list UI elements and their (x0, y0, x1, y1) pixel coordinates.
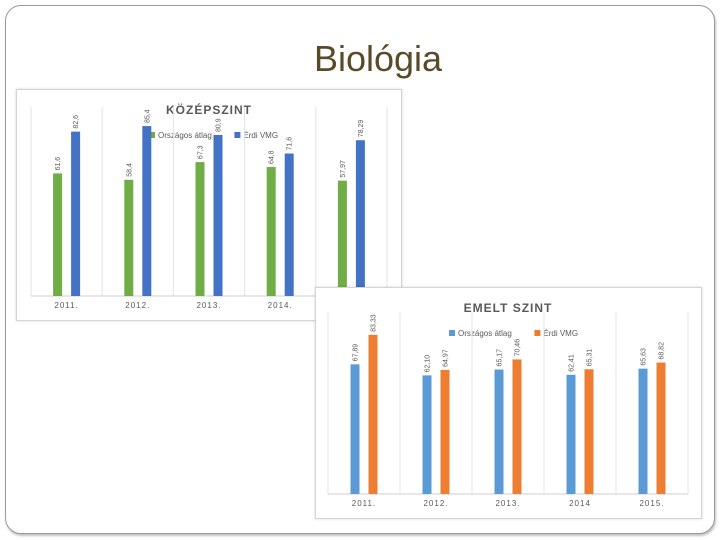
emelt-data-label-1-3: 65,31 (587, 349, 594, 367)
kozepszint-legend-swatch-1 (234, 132, 241, 138)
emelt-data-label-0-0: 67,89 (353, 344, 360, 362)
emelt-bar-1-3 (584, 369, 594, 494)
kozepszint-tick-label-3: 2014. (268, 301, 293, 310)
kozepszint-data-label-0-1: 58,4 (126, 163, 133, 177)
kozepszint-bar-1-4 (355, 140, 365, 296)
kozepszint-bar-0-2 (195, 162, 205, 296)
emelt-bar-1-2 (512, 359, 522, 494)
chart-kozepszint: KÖZÉPSZINT Országos átlag Érdi VMG 61,6 82,6… (16, 89, 402, 321)
emelt-bar-0-1 (422, 375, 432, 494)
emelt-bar-1-1 (440, 369, 450, 494)
kozepszint-legend-label-0: Országos átlag (158, 131, 212, 140)
emelt-bar-0-4 (638, 368, 648, 494)
kozepszint-bar-1-1 (142, 126, 152, 296)
emelt-data-label-1-4: 68,82 (659, 342, 666, 360)
kozepszint-data-label-1-1: 85,4 (144, 109, 151, 123)
kozepszint-data-label-1-4: 78,29 (358, 120, 365, 138)
emelt-bar-1-4 (656, 362, 666, 494)
chart-kozepszint-svg: KÖZÉPSZINT Országos átlag Érdi VMG 61,6 82,6… (30, 102, 388, 310)
emelt-data-label-0-2: 65,17 (497, 349, 504, 367)
kozepszint-data-label-0-0: 61,6 (55, 157, 62, 171)
emelt-data-label-1-0: 83,33 (371, 314, 378, 332)
emelt-legend-label-0: Országos átlag (458, 329, 512, 338)
emelt-tick-label-0: 2011. (352, 499, 376, 508)
kozepszint-data-label-1-2: 80,9 (216, 118, 223, 132)
kozepszint-data-label-0-3: 64,8 (269, 150, 276, 164)
emelt-data-label-0-1: 62,10 (425, 355, 432, 373)
emelt-tick-label-1: 2012. (423, 499, 448, 508)
chart-emelt-szint-svg: EMELT SZINT Országos átlag Érdi VMG 67,89 83… (327, 301, 689, 508)
kozepszint-data-label-1-3: 71,6 (287, 137, 294, 151)
emelt-bar-0-0 (350, 364, 360, 494)
emelt-tick-label-3: 2014 (569, 499, 591, 508)
kozepszint-bar-0-0 (53, 173, 63, 296)
chart-emelt-szint: EMELT SZINT Országos átlag Érdi VMG 67,89 83… (315, 287, 702, 519)
kozepszint-tick-label-1: 2012. (125, 301, 150, 310)
kozepszint-legend-swatch-0 (149, 132, 155, 138)
kozepszint-legend-label-1: Érdi VMG (243, 131, 278, 140)
kozepszint-data-label-0-4: 57,97 (340, 160, 347, 178)
emelt-tick-label-2: 2013. (495, 499, 520, 508)
emelt-data-label-1-1: 64,97 (443, 349, 450, 367)
kozepszint-data-label-0-2: 67,3 (198, 145, 205, 159)
kozepszint-bar-1-0 (71, 131, 81, 296)
kozepszint-data-label-1-0: 82,6 (73, 115, 80, 129)
kozepszint-bar-0-3 (266, 167, 276, 296)
kozepszint-bar-1-3 (284, 153, 294, 296)
kozepszint-bar-0-1 (124, 179, 134, 296)
emelt-title: EMELT SZINT (464, 301, 553, 315)
emelt-bar-0-3 (566, 374, 576, 494)
emelt-bar-0-2 (494, 369, 504, 494)
emelt-legend-swatch-0 (449, 330, 455, 336)
emelt-data-label-0-4: 65,63 (641, 348, 648, 366)
emelt-legend-label-1: Érdi VMG (543, 329, 578, 338)
emelt-tick-label-4: 2015. (639, 499, 664, 508)
kozepszint-bar-0-4 (337, 180, 347, 296)
kozepszint-bar-1-2 (213, 135, 223, 296)
kozepszint-tick-label-0: 2011. (54, 301, 78, 310)
emelt-bar-1-0 (368, 334, 378, 494)
kozepszint-tick-label-2: 2013. (196, 301, 221, 310)
emelt-legend-swatch-1 (534, 330, 541, 336)
slide-title: Biológia (313, 38, 443, 79)
kozepszint-title: KÖZÉPSZINT (166, 102, 252, 117)
emelt-data-label-0-3: 62,41 (569, 354, 576, 372)
emelt-data-label-1-2: 70,46 (515, 339, 522, 357)
